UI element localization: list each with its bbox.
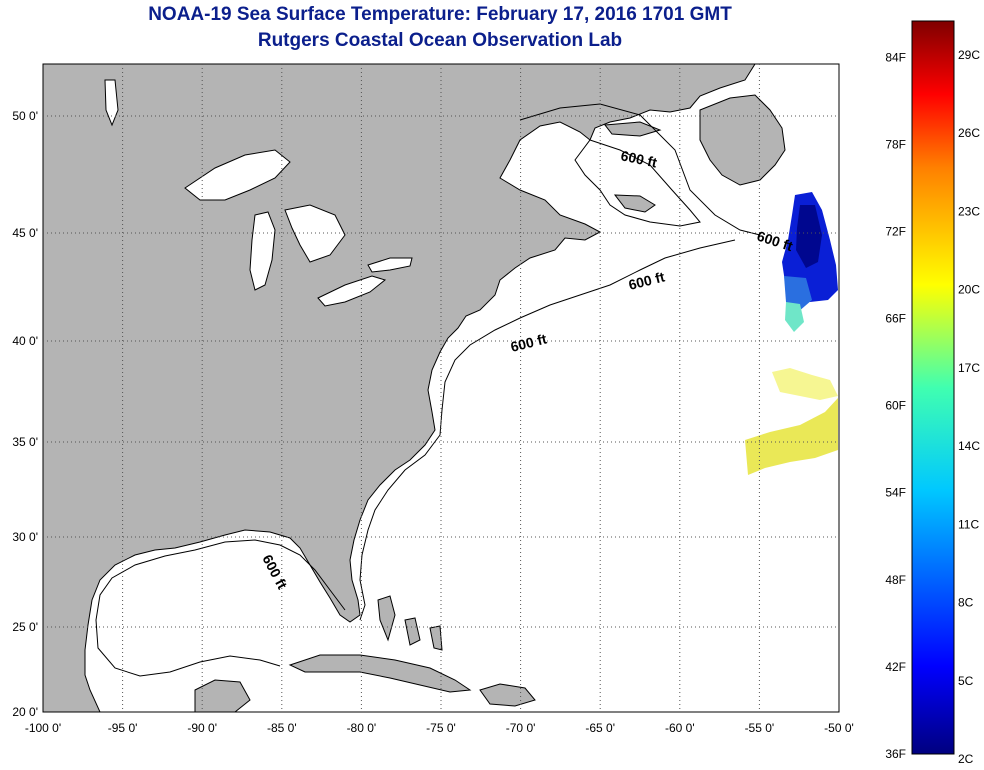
contour-600ft-gulf bbox=[95, 539, 346, 677]
lake-winnipeg bbox=[104, 79, 119, 127]
latitude-tick-label: 30 0' bbox=[12, 530, 38, 544]
longitude-tick-label: -50 0' bbox=[824, 721, 854, 735]
colorbar-celsius-labels: 29C 26C 23C 20C 17C 14C 11C 8C 5C 2C bbox=[958, 48, 980, 766]
colorbar-f-label: 78F bbox=[885, 137, 906, 151]
latitude-tick-label: 25 0' bbox=[12, 620, 38, 634]
lake-ontario bbox=[367, 257, 413, 273]
contour-label-gulf-stlawrence: 600 ft bbox=[619, 147, 658, 170]
longitude-tick-label: -100 0' bbox=[25, 721, 61, 735]
colorbar-f-label: 84F bbox=[885, 50, 906, 64]
colorbar-c-label: 2C bbox=[958, 752, 974, 766]
latitude-tick-label: 50 0' bbox=[12, 109, 38, 123]
colorbar-c-label: 5C bbox=[958, 674, 974, 688]
colorbar-f-label: 48F bbox=[885, 573, 906, 587]
longitude-tick-label: -55 0' bbox=[745, 721, 775, 735]
land-anticosti bbox=[604, 121, 662, 137]
latitude-tick-label: 45 0' bbox=[12, 226, 38, 240]
longitude-tick-label: -85 0' bbox=[267, 721, 297, 735]
sst-warm-scatter bbox=[772, 368, 838, 400]
colorbar-f-label: 60F bbox=[885, 399, 906, 413]
land-newfoundland bbox=[699, 94, 786, 186]
colorbar-c-label: 11C bbox=[958, 517, 979, 531]
land-hispaniola bbox=[479, 683, 536, 707]
colorbar-c-label: 20C bbox=[958, 283, 980, 297]
land-bahamas bbox=[377, 595, 443, 651]
latitude-axis: 50 0' 45 0' 40 0' 35 0' 30 0' 25 0' 20 0' bbox=[12, 109, 38, 719]
latitude-tick-label: 35 0' bbox=[12, 435, 38, 449]
colorbar-f-label: 54F bbox=[885, 486, 906, 500]
longitude-tick-label: -60 0' bbox=[665, 721, 695, 735]
colorbar bbox=[911, 20, 955, 755]
longitude-tick-label: -80 0' bbox=[347, 721, 377, 735]
map-subtitle: Rutgers Coastal Ocean Observation Lab bbox=[257, 30, 623, 51]
latitude-tick-label: 20 0' bbox=[12, 705, 38, 719]
colorbar-f-label: 66F bbox=[885, 312, 906, 326]
lake-superior bbox=[184, 149, 291, 201]
colorbar-c-label: 8C bbox=[958, 596, 974, 610]
longitude-tick-label: -70 0' bbox=[506, 721, 536, 735]
colorbar-f-label: 72F bbox=[885, 224, 906, 238]
sst-pixels bbox=[745, 192, 838, 475]
land-cuba bbox=[288, 654, 472, 693]
sst-warm-patch bbox=[745, 398, 838, 475]
map-grid bbox=[43, 64, 839, 712]
lake-erie bbox=[317, 275, 387, 307]
longitude-tick-label: -90 0' bbox=[187, 721, 217, 735]
latitude-tick-label: 40 0' bbox=[12, 334, 38, 348]
lake-michigan bbox=[249, 211, 276, 291]
land-yucatan bbox=[194, 679, 251, 712]
colorbar-c-label: 26C bbox=[958, 126, 980, 140]
contour-600ft-atlantic bbox=[359, 103, 761, 621]
longitude-tick-label: -95 0' bbox=[108, 721, 138, 735]
longitude-tick-label: -75 0' bbox=[426, 721, 456, 735]
pei-land bbox=[613, 194, 656, 213]
longitude-tick-label: -65 0' bbox=[585, 721, 615, 735]
gulf-st-lawrence bbox=[574, 139, 701, 227]
colorbar-f-label: 42F bbox=[885, 660, 906, 674]
map-title: NOAA-19 Sea Surface Temperature: Februar… bbox=[148, 4, 732, 25]
colorbar-f-label: 36F bbox=[885, 747, 906, 761]
colorbar-c-label: 14C bbox=[958, 439, 980, 453]
colorbar-c-label: 29C bbox=[958, 48, 980, 62]
longitude-axis: -100 0' -95 0' -90 0' -85 0' -80 0' -75 0' -70… bbox=[25, 721, 854, 735]
colorbar-c-label: 17C bbox=[958, 361, 980, 375]
sst-cool-patch bbox=[785, 302, 804, 332]
depth-contours bbox=[95, 103, 761, 677]
land-north-america bbox=[43, 64, 756, 712]
colorbar-fahrenheit-labels: 84F 78F 72F 66F 60F 54F 48F 42F 36F bbox=[885, 50, 906, 761]
colorbar-c-label: 23C bbox=[958, 204, 980, 218]
sst-very-cold-core bbox=[796, 205, 822, 268]
